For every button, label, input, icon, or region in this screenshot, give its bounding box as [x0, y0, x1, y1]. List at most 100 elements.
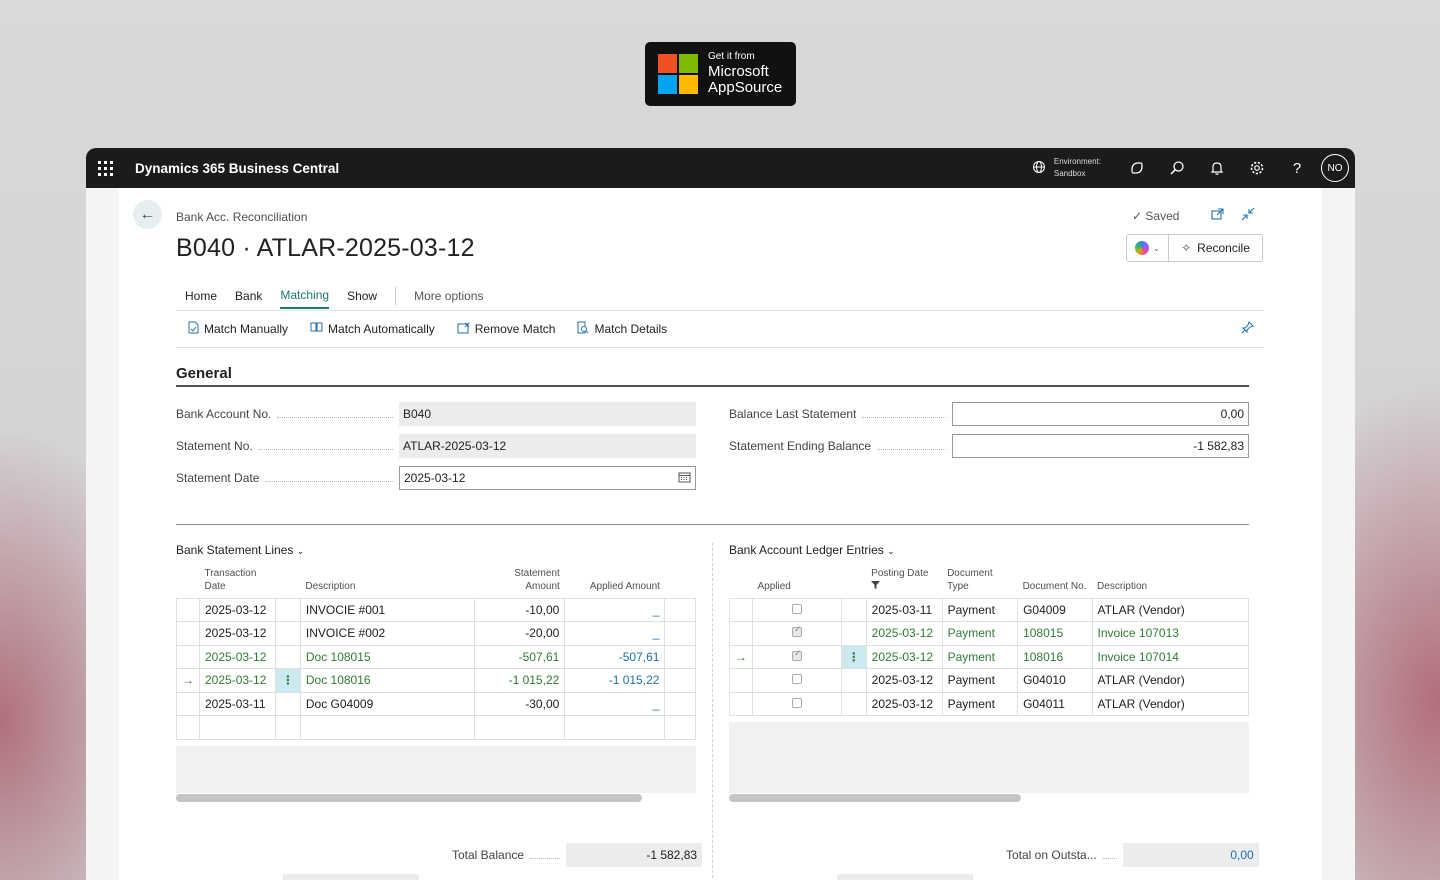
pin-icon[interactable] — [1241, 321, 1254, 337]
cell-description[interactable]: ATLAR (Vendor) — [1091, 597, 1250, 622]
back-button[interactable]: ← — [133, 200, 162, 229]
cell-type[interactable]: Payment — [941, 597, 1019, 622]
table-row[interactable]: 2025-03-12 Payment G04010 ATLAR (Vendor) — [729, 668, 1250, 693]
match-manually-button[interactable]: Match Manually — [188, 321, 288, 337]
gear-icon[interactable] — [1237, 148, 1277, 188]
cell-description[interactable]: INVOICE #002 — [299, 621, 475, 646]
col-description[interactable]: Description — [1097, 580, 1148, 592]
cell-description[interactable]: ATLAR (Vendor) — [1091, 668, 1250, 693]
col-document-no[interactable]: Document No. — [1022, 580, 1087, 592]
cell-description[interactable]: Doc G04009 — [299, 691, 475, 716]
col-document-type[interactable]: Document Type — [947, 567, 993, 592]
cell-amount[interactable]: -30,00 — [473, 691, 566, 716]
table-row[interactable]: 2025-03-12 INVOICE #002 -20,00 _ — [176, 621, 696, 646]
tab-show[interactable]: Show — [347, 289, 378, 303]
match-automatically-button[interactable]: Match Automatically — [310, 322, 435, 336]
cell-description[interactable]: Invoice 107014 — [1091, 644, 1250, 669]
appsource-badge[interactable]: Get it from Microsoft AppSource — [645, 42, 796, 106]
cell-date[interactable]: 2025-03-12 — [199, 621, 276, 646]
bell-icon[interactable] — [1197, 148, 1237, 188]
collapse-icon[interactable] — [1241, 207, 1255, 224]
col-applied-amount[interactable]: Applied Amount — [589, 580, 660, 592]
cell-type[interactable]: Payment — [941, 621, 1019, 646]
cell-date[interactable]: 2025-03-12 — [199, 668, 276, 693]
col-posting-date[interactable]: Posting Date — [866, 566, 942, 598]
cell-date[interactable]: 2025-03-11 — [865, 597, 943, 622]
reconcile-button[interactable]: ✧ Reconcile — [1168, 234, 1263, 262]
tab-matching[interactable]: Matching — [280, 283, 330, 309]
cell-description[interactable]: Doc 108016 — [299, 668, 475, 693]
table-row[interactable]: 2025-03-12 INVOCIE #001 -10,00 _ — [176, 597, 696, 622]
table-row[interactable]: 2025-03-11 Doc G04009 -30,00 _ — [176, 691, 696, 716]
cell-amount[interactable]: -20,00 — [473, 621, 566, 646]
cell-doc-no[interactable]: G04009 — [1017, 597, 1093, 622]
cell-doc-no[interactable]: G04011 — [1017, 691, 1093, 716]
copilot-icon[interactable] — [1117, 148, 1157, 188]
total-outstanding-value[interactable]: 0,00 — [1122, 843, 1259, 867]
row-menu-button[interactable]: ⋮ — [840, 644, 867, 669]
cell-description[interactable]: ATLAR (Vendor) — [1091, 691, 1250, 716]
cell-date[interactable]: 2025-03-11 — [199, 691, 276, 716]
cell-date[interactable]: 2025-03-12 — [199, 644, 276, 669]
cell-type[interactable]: Payment — [941, 644, 1019, 669]
cell-amount[interactable]: -507,61 — [473, 644, 566, 669]
cell-date[interactable]: 2025-03-12 — [865, 668, 943, 693]
remove-match-button[interactable]: Remove Match — [457, 322, 555, 337]
cell-amount[interactable]: -1 015,22 — [473, 668, 566, 693]
table-row[interactable]: 2025-03-12 Payment G04011 ATLAR (Vendor) — [729, 691, 1250, 716]
bank-ledger-entries-title[interactable]: Bank Account Ledger Entries ⌄ — [729, 543, 895, 557]
general-section-title[interactable]: General — [176, 365, 232, 382]
cell-date[interactable]: 2025-03-12 — [199, 597, 276, 622]
cell-doc-no[interactable]: 108015 — [1017, 621, 1093, 646]
row-menu-button[interactable]: ⋮ — [274, 668, 301, 693]
app-launcher-icon[interactable] — [98, 160, 113, 176]
cell-amount[interactable]: -10,00 — [473, 597, 566, 622]
cell-description[interactable]: Doc 108015 — [299, 644, 475, 669]
table-row[interactable]: 2025-03-12 Payment 108015 Invoice 107013 — [729, 621, 1250, 646]
table-row[interactable]: 2025-03-12 Doc 108015 -507,61 -507,61 — [176, 644, 696, 669]
col-transaction-date[interactable]: Transaction Date — [204, 567, 257, 592]
cell-doc-no[interactable]: G04010 — [1017, 668, 1093, 693]
cell-doc-no[interactable]: 108016 — [1017, 644, 1093, 669]
tab-home[interactable]: Home — [185, 289, 218, 303]
bank-statement-lines-title[interactable]: Bank Statement Lines ⌄ — [176, 543, 304, 557]
applied-checkbox[interactable] — [752, 668, 842, 693]
cell-applied[interactable]: -507,61 — [564, 644, 666, 669]
table-row-current[interactable]: → 2025-03-12 ⋮ Doc 108016 -1 015,22 -1 0… — [176, 668, 696, 693]
col-description[interactable]: Description — [305, 580, 356, 592]
cell-date[interactable]: 2025-03-12 — [865, 644, 943, 669]
table-row-empty[interactable] — [176, 715, 696, 740]
open-new-window-icon[interactable] — [1211, 207, 1225, 224]
avatar[interactable]: NO — [1321, 154, 1349, 182]
copilot-menu-button[interactable]: ⌄ — [1126, 234, 1169, 262]
search-icon[interactable] — [1157, 148, 1197, 188]
environment-indicator[interactable]: Environment: Sandbox — [1032, 156, 1101, 180]
applied-checkbox[interactable] — [752, 621, 842, 646]
cell-type[interactable]: Payment — [941, 668, 1019, 693]
statement-ending-balance-input[interactable]: -1 582,83 — [952, 434, 1249, 458]
calendar-icon[interactable] — [678, 471, 691, 486]
cell-date[interactable]: 2025-03-12 — [865, 691, 943, 716]
col-statement-amount[interactable]: Statement Amount — [514, 567, 560, 592]
cell-applied[interactable]: _ — [564, 597, 666, 622]
applied-checkbox[interactable] — [752, 644, 842, 669]
more-options-button[interactable]: More options — [414, 289, 484, 303]
horizontal-scrollbar[interactable] — [729, 794, 1021, 802]
cell-type[interactable]: Payment — [941, 691, 1019, 716]
app-title[interactable]: Dynamics 365 Business Central — [135, 160, 340, 176]
horizontal-scrollbar[interactable] — [176, 794, 642, 802]
table-row-current[interactable]: → ⋮ 2025-03-12 Payment 108016 Invoice 10… — [729, 644, 1250, 669]
statement-date-input[interactable]: 2025-03-12 — [399, 466, 696, 490]
match-details-button[interactable]: Match Details — [577, 321, 667, 337]
table-row[interactable]: 2025-03-11 Payment G04009 ATLAR (Vendor) — [729, 597, 1250, 622]
balance-last-statement-input[interactable]: 0,00 — [952, 402, 1249, 426]
cell-date[interactable]: 2025-03-12 — [865, 621, 943, 646]
help-icon[interactable]: ? — [1292, 159, 1302, 177]
cell-applied[interactable]: -1 015,22 — [564, 668, 666, 693]
tab-bank[interactable]: Bank — [235, 289, 263, 303]
cell-applied[interactable]: _ — [564, 691, 666, 716]
cell-description[interactable]: INVOCIE #001 — [299, 597, 475, 622]
cell-description[interactable]: Invoice 107013 — [1091, 621, 1250, 646]
cell-applied[interactable]: _ — [564, 621, 666, 646]
applied-checkbox[interactable] — [752, 597, 842, 622]
